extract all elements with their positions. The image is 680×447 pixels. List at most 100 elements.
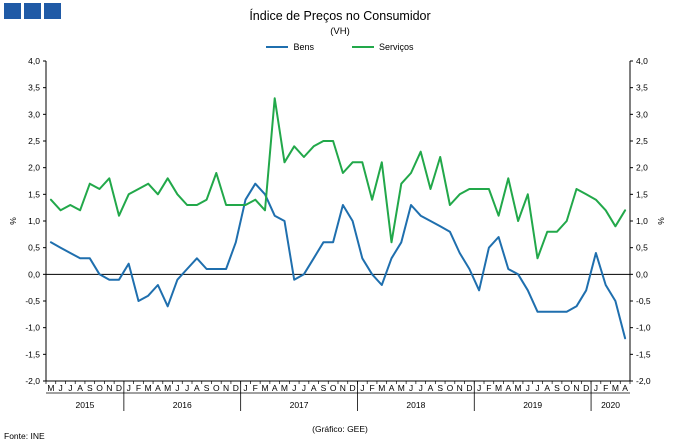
y-tick-label-right: -1,5 <box>636 349 651 359</box>
x-tick-label-month: D <box>583 383 589 393</box>
y-tick-label-left: -2,0 <box>25 376 40 386</box>
x-tick-label-month: O <box>330 383 337 393</box>
legend-swatch-servicos <box>352 46 374 48</box>
x-tick-label-month: A <box>622 383 628 393</box>
x-tick-label-month: S <box>554 383 560 393</box>
y-tick-label-right: 1,0 <box>636 216 648 226</box>
logo <box>4 3 61 19</box>
x-tick-label-month: A <box>272 383 278 393</box>
y-tick-label-left: 0,5 <box>28 243 40 253</box>
x-tick-label-month: N <box>106 383 112 393</box>
x-tick-label-month: M <box>495 383 502 393</box>
x-tick-label-month: J <box>175 383 179 393</box>
chart-source: Fonte: INE <box>4 431 45 441</box>
x-tick-label-month: A <box>194 383 200 393</box>
y-tick-label-right: 1,5 <box>636 189 648 199</box>
y-tick-label-left: 1,0 <box>28 216 40 226</box>
y-tick-label-left: -1,5 <box>25 349 40 359</box>
x-tick-label-month: A <box>155 383 161 393</box>
y-tick-label-right: 4,0 <box>636 56 648 66</box>
chart-title: Índice de Preços no Consumidor <box>249 9 431 23</box>
y-tick-label-left: 3,0 <box>28 109 40 119</box>
y-tick-label-right: 2,0 <box>636 163 648 173</box>
x-tick-label-month: O <box>213 383 220 393</box>
x-tick-label-month: F <box>369 383 374 393</box>
series-line-servicos <box>49 97 627 260</box>
x-tick-label-month: F <box>486 383 491 393</box>
x-tick-label-month: J <box>243 383 247 393</box>
x-tick-label-month: S <box>321 383 327 393</box>
x-tick-label-month: M <box>612 383 619 393</box>
x-tick-label-month: O <box>563 383 570 393</box>
x-tick-label-month: D <box>466 383 472 393</box>
x-tick-label-month: F <box>603 383 608 393</box>
logo-square <box>24 3 41 19</box>
x-tick-label-month: N <box>457 383 463 393</box>
x-tick-label-month: F <box>253 383 258 393</box>
x-tick-label-year: 2018 <box>406 400 425 410</box>
x-tick-label-month: J <box>292 383 296 393</box>
series-line-bens <box>49 182 627 340</box>
legend-item-servicos: Serviços <box>352 42 414 52</box>
x-tick-label-year: 2015 <box>75 400 94 410</box>
x-tick-label-month: M <box>398 383 405 393</box>
x-tick-label-month: S <box>87 383 93 393</box>
x-tick-label-month: J <box>535 383 539 393</box>
x-tick-label-month: M <box>164 383 171 393</box>
x-tick-label-month: M <box>515 383 522 393</box>
x-tick-label-month: J <box>58 383 62 393</box>
y-tick-label-left: 3,5 <box>28 83 40 93</box>
legend-label-servicos: Serviços <box>379 42 414 52</box>
y-tick-label-left: -0,5 <box>25 296 40 306</box>
y-tick-label-left: 0,0 <box>28 269 40 279</box>
x-tick-label-month: O <box>96 383 103 393</box>
y-tick-label-left: 2,5 <box>28 136 40 146</box>
x-tick-label-month: J <box>526 383 530 393</box>
legend: Bens Serviços <box>0 42 680 52</box>
x-tick-label-year: 2016 <box>173 400 192 410</box>
y-tick-label-right: 3,0 <box>636 109 648 119</box>
x-tick-label-month: M <box>47 383 54 393</box>
y-tick-label-left: 4,0 <box>28 56 40 66</box>
y-tick-label-left: 2,0 <box>28 163 40 173</box>
x-tick-label-month: D <box>116 383 122 393</box>
y-tick-label-right: -1,0 <box>636 323 651 333</box>
chart-credit: (Gráfico: GEE) <box>312 424 368 434</box>
x-tick-label-month: J <box>594 383 598 393</box>
x-tick-label-year: 2017 <box>290 400 309 410</box>
x-tick-label-month: J <box>68 383 72 393</box>
x-tick-label-month: J <box>477 383 481 393</box>
x-tick-label-month: M <box>378 383 385 393</box>
x-tick-label-month: A <box>544 383 550 393</box>
x-tick-label-month: A <box>505 383 511 393</box>
chart-subtitle: (VH) <box>330 26 350 37</box>
x-tick-label-month: D <box>350 383 356 393</box>
x-tick-label-month: F <box>136 383 141 393</box>
y-tick-label-right: 2,5 <box>636 136 648 146</box>
x-tick-label-month: A <box>77 383 83 393</box>
x-tick-label-month: A <box>428 383 434 393</box>
x-tick-label-month: N <box>340 383 346 393</box>
y-tick-label-right: -2,0 <box>636 376 651 386</box>
y-tick-label-right: 0,5 <box>636 243 648 253</box>
y-tick-label-right: 0,0 <box>636 269 648 279</box>
legend-label-bens: Bens <box>293 42 314 52</box>
x-tick-label-month: J <box>409 383 413 393</box>
y-tick-label-left: -1,0 <box>25 323 40 333</box>
x-tick-label-month: M <box>261 383 268 393</box>
x-tick-label-month: J <box>419 383 423 393</box>
y-axis-label-left: % <box>8 217 18 225</box>
x-tick-label-month: D <box>233 383 239 393</box>
x-tick-label-month: J <box>360 383 364 393</box>
x-tick-label-month: A <box>389 383 395 393</box>
x-tick-label-year: 2020 <box>601 400 620 410</box>
legend-item-bens: Bens <box>266 42 314 52</box>
x-tick-label-month: M <box>145 383 152 393</box>
x-tick-label-month: S <box>204 383 210 393</box>
x-tick-label-month: A <box>311 383 317 393</box>
legend-swatch-bens <box>266 46 289 48</box>
y-tick-label-left: 1,5 <box>28 189 40 199</box>
x-tick-label-month: S <box>437 383 443 393</box>
y-tick-label-right: 3,5 <box>636 83 648 93</box>
